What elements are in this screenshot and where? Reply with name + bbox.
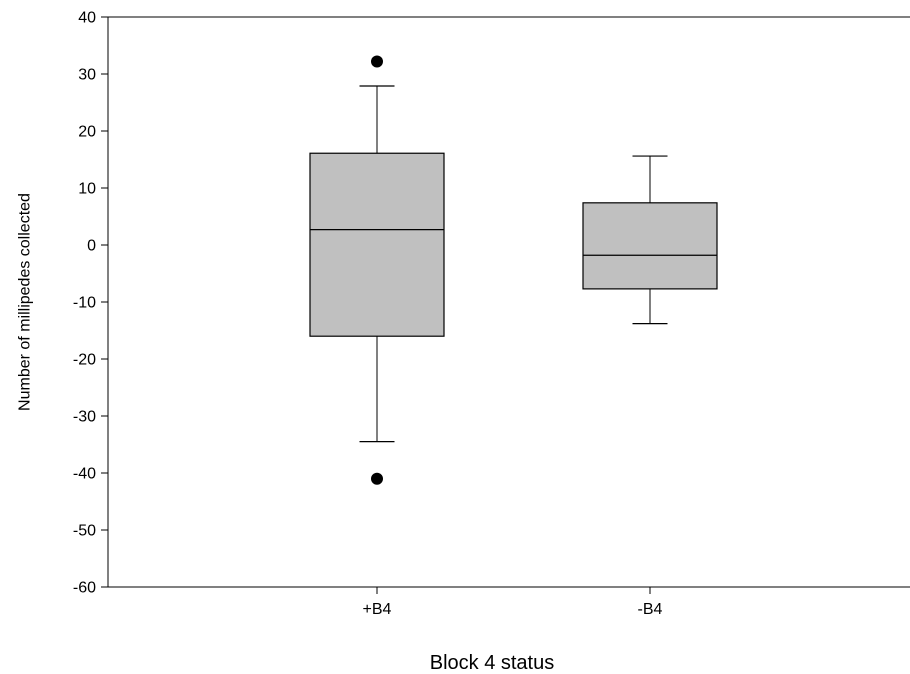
y-axis-title: Number of millipedes collected	[17, 193, 34, 411]
y-tick-label: 20	[78, 124, 96, 141]
y-tick-label: -40	[73, 466, 96, 483]
y-tick-label: -20	[73, 352, 96, 369]
plot-area	[107, 16, 910, 588]
box-plus-b4	[309, 55, 445, 485]
x-axis: +B4 -B4	[363, 587, 663, 618]
iqr-box	[309, 152, 445, 337]
y-tick-label: 30	[78, 67, 96, 84]
y-tick-label: -30	[73, 409, 96, 426]
y-tick-label: 0	[87, 238, 96, 255]
y-tick-label: -50	[73, 523, 96, 540]
iqr-box	[582, 202, 718, 290]
y-tick-label: -60	[73, 580, 96, 597]
x-tick-label: +B4	[363, 601, 392, 618]
outlier-point	[371, 472, 383, 485]
x-tick-label: -B4	[638, 601, 663, 618]
box-minus-b4	[582, 155, 718, 325]
boxes	[309, 55, 718, 485]
outlier-point	[371, 55, 383, 68]
x-axis-title: Block 4 status	[430, 652, 555, 674]
y-axis: 40 30 20 10 0 -10 -20 -30 -40 -50 -60	[73, 10, 108, 597]
y-tick-label: 10	[78, 181, 96, 198]
y-tick-label: -10	[73, 295, 96, 312]
y-tick-label: 40	[78, 10, 96, 27]
